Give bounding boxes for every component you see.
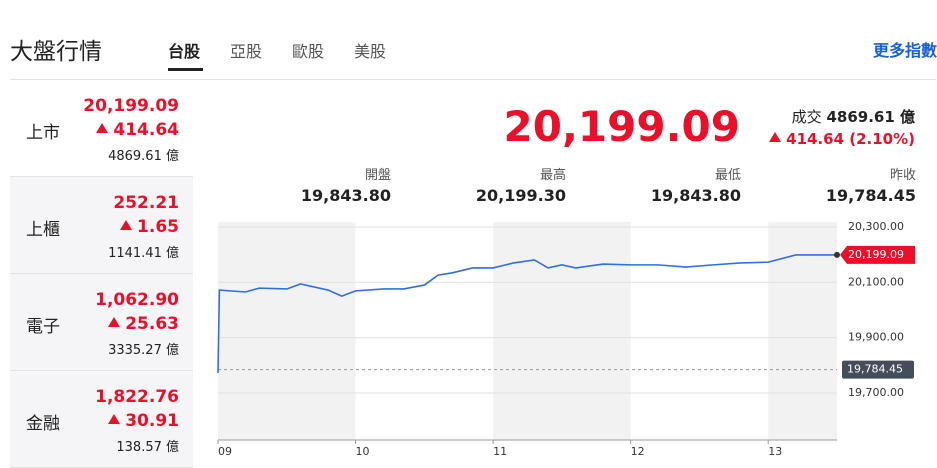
tab-underline	[168, 68, 203, 71]
last-label: 20,199.09	[848, 248, 904, 261]
more-link[interactable]: 更多指數	[872, 41, 937, 60]
last-tag	[840, 245, 915, 264]
turnover-value: 4869.61 億	[826, 108, 915, 126]
market-row[interactable]: 上櫃 252.21 1.65 1141.41 億	[10, 177, 193, 274]
stat: 昨收 19,784.45	[766, 164, 916, 205]
y-tick-label: 20,300.00	[848, 220, 904, 233]
tab[interactable]: 亞股	[230, 42, 263, 61]
market-price: 252.21	[113, 193, 179, 213]
y-tick-label: 19,700.00	[848, 386, 904, 399]
divider	[10, 79, 936, 80]
x-tick-label: 11	[493, 445, 507, 458]
session-band	[493, 222, 631, 440]
stat: 最高 20,199.30	[416, 164, 566, 205]
market-change: 25.63	[108, 314, 179, 334]
stat: 開盤 19,843.80	[241, 164, 391, 205]
prev-close-label: 19,784.45	[847, 363, 903, 376]
tab[interactable]: 台股	[168, 42, 201, 61]
y-tick-label: 20,100.00	[848, 275, 904, 288]
tab[interactable]: 美股	[354, 42, 387, 61]
session-band	[218, 222, 356, 440]
market-name: 電子	[26, 317, 60, 337]
market-name: 上市	[26, 123, 60, 143]
x-tick-label: 09	[218, 445, 232, 458]
y-tick-label: 19,900.00	[848, 331, 904, 344]
market-row[interactable]: 上市 20,199.09 414.64 4869.61 億	[10, 80, 193, 177]
stat-value: 19,843.80	[300, 186, 391, 205]
market-row[interactable]: 電子 1,062.90 25.63 3335.27 億	[10, 274, 193, 371]
stat-value: 19,784.45	[825, 186, 916, 205]
prev-close-tag	[842, 360, 914, 379]
price-line	[217, 254, 838, 374]
market-change: 414.64	[96, 120, 179, 140]
market-name: 上櫃	[26, 220, 60, 240]
market-price: 1,062.90	[95, 290, 179, 310]
turnover-label: 成交	[791, 108, 822, 126]
stat-label: 昨收	[889, 168, 916, 183]
tab[interactable]: 歐股	[292, 42, 325, 61]
market-price: 20,199.09	[83, 96, 179, 116]
x-tick-label: 12	[631, 445, 645, 458]
stat: 最低 19,843.80	[591, 164, 741, 205]
stat-label: 開盤	[364, 168, 391, 183]
market-volume: 3335.27 億	[108, 343, 179, 358]
turnover: 成交 4869.61 億	[792, 106, 915, 127]
big-price: 20,199.09	[503, 102, 740, 151]
title: 大盤行情	[10, 39, 102, 65]
stat-label: 最低	[714, 168, 741, 183]
market-name: 金融	[26, 414, 60, 434]
last-dot	[834, 251, 840, 258]
x-tick-label: 13	[768, 445, 782, 458]
quote-change: 414.64 (2.10%)	[769, 130, 915, 148]
stat-label: 最高	[539, 168, 566, 183]
market-price: 1,822.76	[95, 387, 179, 407]
market-change: 30.91	[108, 411, 179, 431]
x-tick-label: 10	[356, 445, 370, 458]
market-volume: 138.57 億	[116, 440, 179, 455]
stat-value: 20,199.30	[475, 186, 566, 205]
market-row[interactable]: 金融 1,822.76 30.91 138.57 億	[10, 371, 193, 468]
market-volume: 4869.61 億	[108, 149, 179, 164]
market-change: 1.65	[120, 217, 179, 237]
market-volume: 1141.41 億	[108, 246, 179, 261]
stat-value: 19,843.80	[650, 186, 741, 205]
